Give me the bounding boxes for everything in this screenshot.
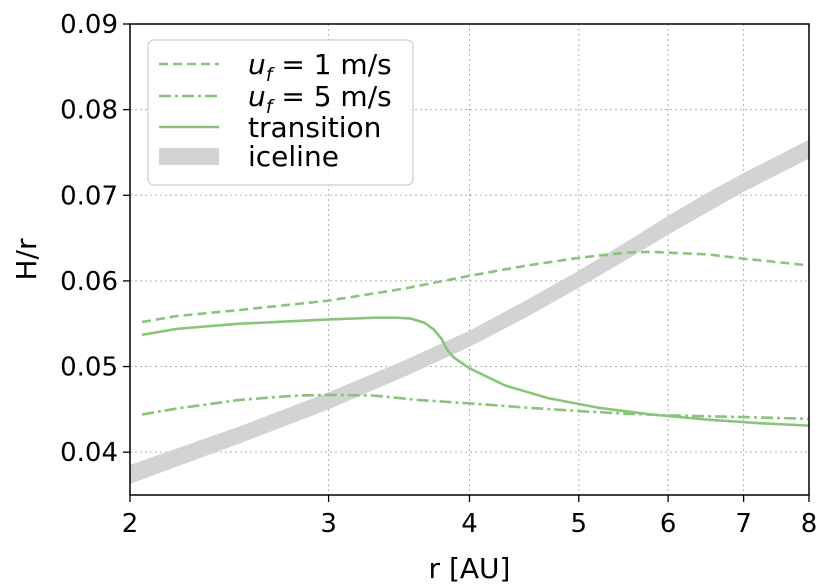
x-tick-label: 2: [122, 509, 139, 539]
legend-uf1-subscript: f: [266, 64, 276, 86]
legend: uf = 1 m/s uf = 5 m/s transition iceline: [147, 39, 414, 186]
y-tick-label: 0.09: [60, 10, 118, 40]
x-tick-label: 8: [801, 509, 818, 539]
legend-uf5-subscript: f: [266, 96, 276, 118]
x-tick-label: 5: [571, 509, 588, 539]
x-tick-label: 3: [320, 509, 337, 539]
x-tick-label: 6: [660, 509, 677, 539]
y-axis-label: H/r: [10, 238, 43, 280]
iceline-band: [130, 139, 809, 484]
legend-label-uf5: uf = 5 m/s: [248, 80, 392, 118]
legend-uf1-symbol: u: [248, 48, 266, 81]
x-tick-label: 4: [461, 509, 478, 539]
legend-uf5-value: = 5 m/s: [272, 80, 391, 113]
legend-uf5-symbol: u: [248, 80, 266, 113]
legend-uf1-value: = 1 m/s: [272, 48, 391, 81]
x-tick-label: 7: [735, 509, 752, 539]
legend-label-transition: transition: [248, 111, 381, 144]
series-layer: [141, 250, 809, 427]
ticks: 2 3 4 5 6 7 8 0.04 0.05 0.06 0.07 0.08 0.09: [60, 10, 817, 539]
y-tick-label: 0.08: [60, 96, 118, 126]
y-tick-label: 0.04: [60, 438, 118, 468]
iceline-band-layer: [130, 139, 809, 484]
series-line-uf5: [141, 393, 809, 421]
series-line-transition: [141, 316, 809, 427]
y-tick-label: 0.05: [60, 353, 118, 383]
legend-label-iceline: iceline: [248, 140, 339, 173]
legend-swatch-iceline: [159, 148, 219, 165]
legend-label-uf1: uf = 1 m/s: [248, 48, 392, 86]
y-tick-label: 0.06: [60, 267, 118, 297]
x-axis-label: r [AU]: [429, 552, 511, 585]
series-line-uf1: [141, 250, 809, 324]
y-tick-label: 0.07: [60, 181, 118, 211]
